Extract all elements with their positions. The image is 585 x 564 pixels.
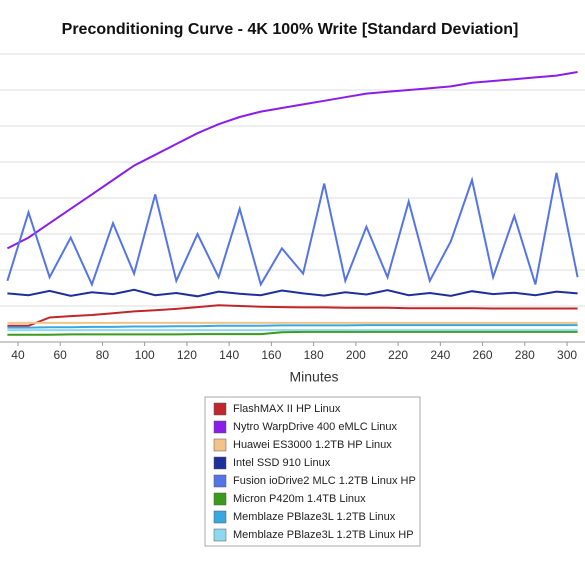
legend-box — [204, 396, 421, 547]
legend-swatch — [213, 528, 227, 542]
x-tick-label: 80 — [96, 348, 110, 362]
legend-label: Memblaze PBlaze3L 1.2TB Linux — [233, 511, 396, 523]
legend-label: Intel SSD 910 Linux — [233, 457, 331, 469]
legend-label: Micron P420m 1.4TB Linux — [233, 493, 366, 505]
legend-swatch — [213, 420, 227, 434]
legend-label: Nytro WarpDrive 400 eMLC Linux — [233, 421, 398, 433]
x-tick-label: 100 — [135, 348, 155, 362]
x-tick-label: 220 — [388, 348, 408, 362]
x-tick-label: 240 — [430, 348, 450, 362]
legend-swatch — [213, 456, 227, 470]
x-tick-label: 160 — [261, 348, 281, 362]
x-tick-label: 300 — [557, 348, 577, 362]
legend-swatch — [213, 510, 227, 524]
series-line — [6, 71, 578, 250]
legend-label: Huawei ES3000 1.2TB HP Linux — [233, 439, 392, 451]
legend-swatch — [213, 492, 227, 506]
chart-title: Preconditioning Curve - 4K 100% Write [S… — [62, 21, 519, 38]
legend-label: FlashMAX II HP Linux — [233, 403, 341, 415]
x-tick-label: 40 — [11, 348, 25, 362]
series-line — [6, 172, 579, 288]
legend-label: Memblaze PBlaze3L 1.2TB Linux HP — [233, 529, 414, 541]
series-line — [7, 288, 578, 298]
x-tick-label: 140 — [219, 348, 239, 362]
x-tick-label: 200 — [346, 348, 366, 362]
x-axis-title: Minutes — [289, 369, 338, 385]
series-line — [7, 330, 578, 336]
series-line — [7, 304, 578, 327]
legend-swatch — [213, 402, 227, 416]
legend-swatch — [213, 438, 227, 452]
x-tick-label: 180 — [304, 348, 324, 362]
x-tick-label: 280 — [515, 348, 535, 362]
x-tick-label: 120 — [177, 348, 197, 362]
legend-swatch — [213, 474, 227, 488]
x-tick-label: 60 — [54, 348, 68, 362]
series-line — [7, 324, 578, 329]
legend-label: Fusion ioDrive2 MLC 1.2TB Linux HP — [233, 475, 416, 487]
x-tick-label: 260 — [473, 348, 493, 362]
